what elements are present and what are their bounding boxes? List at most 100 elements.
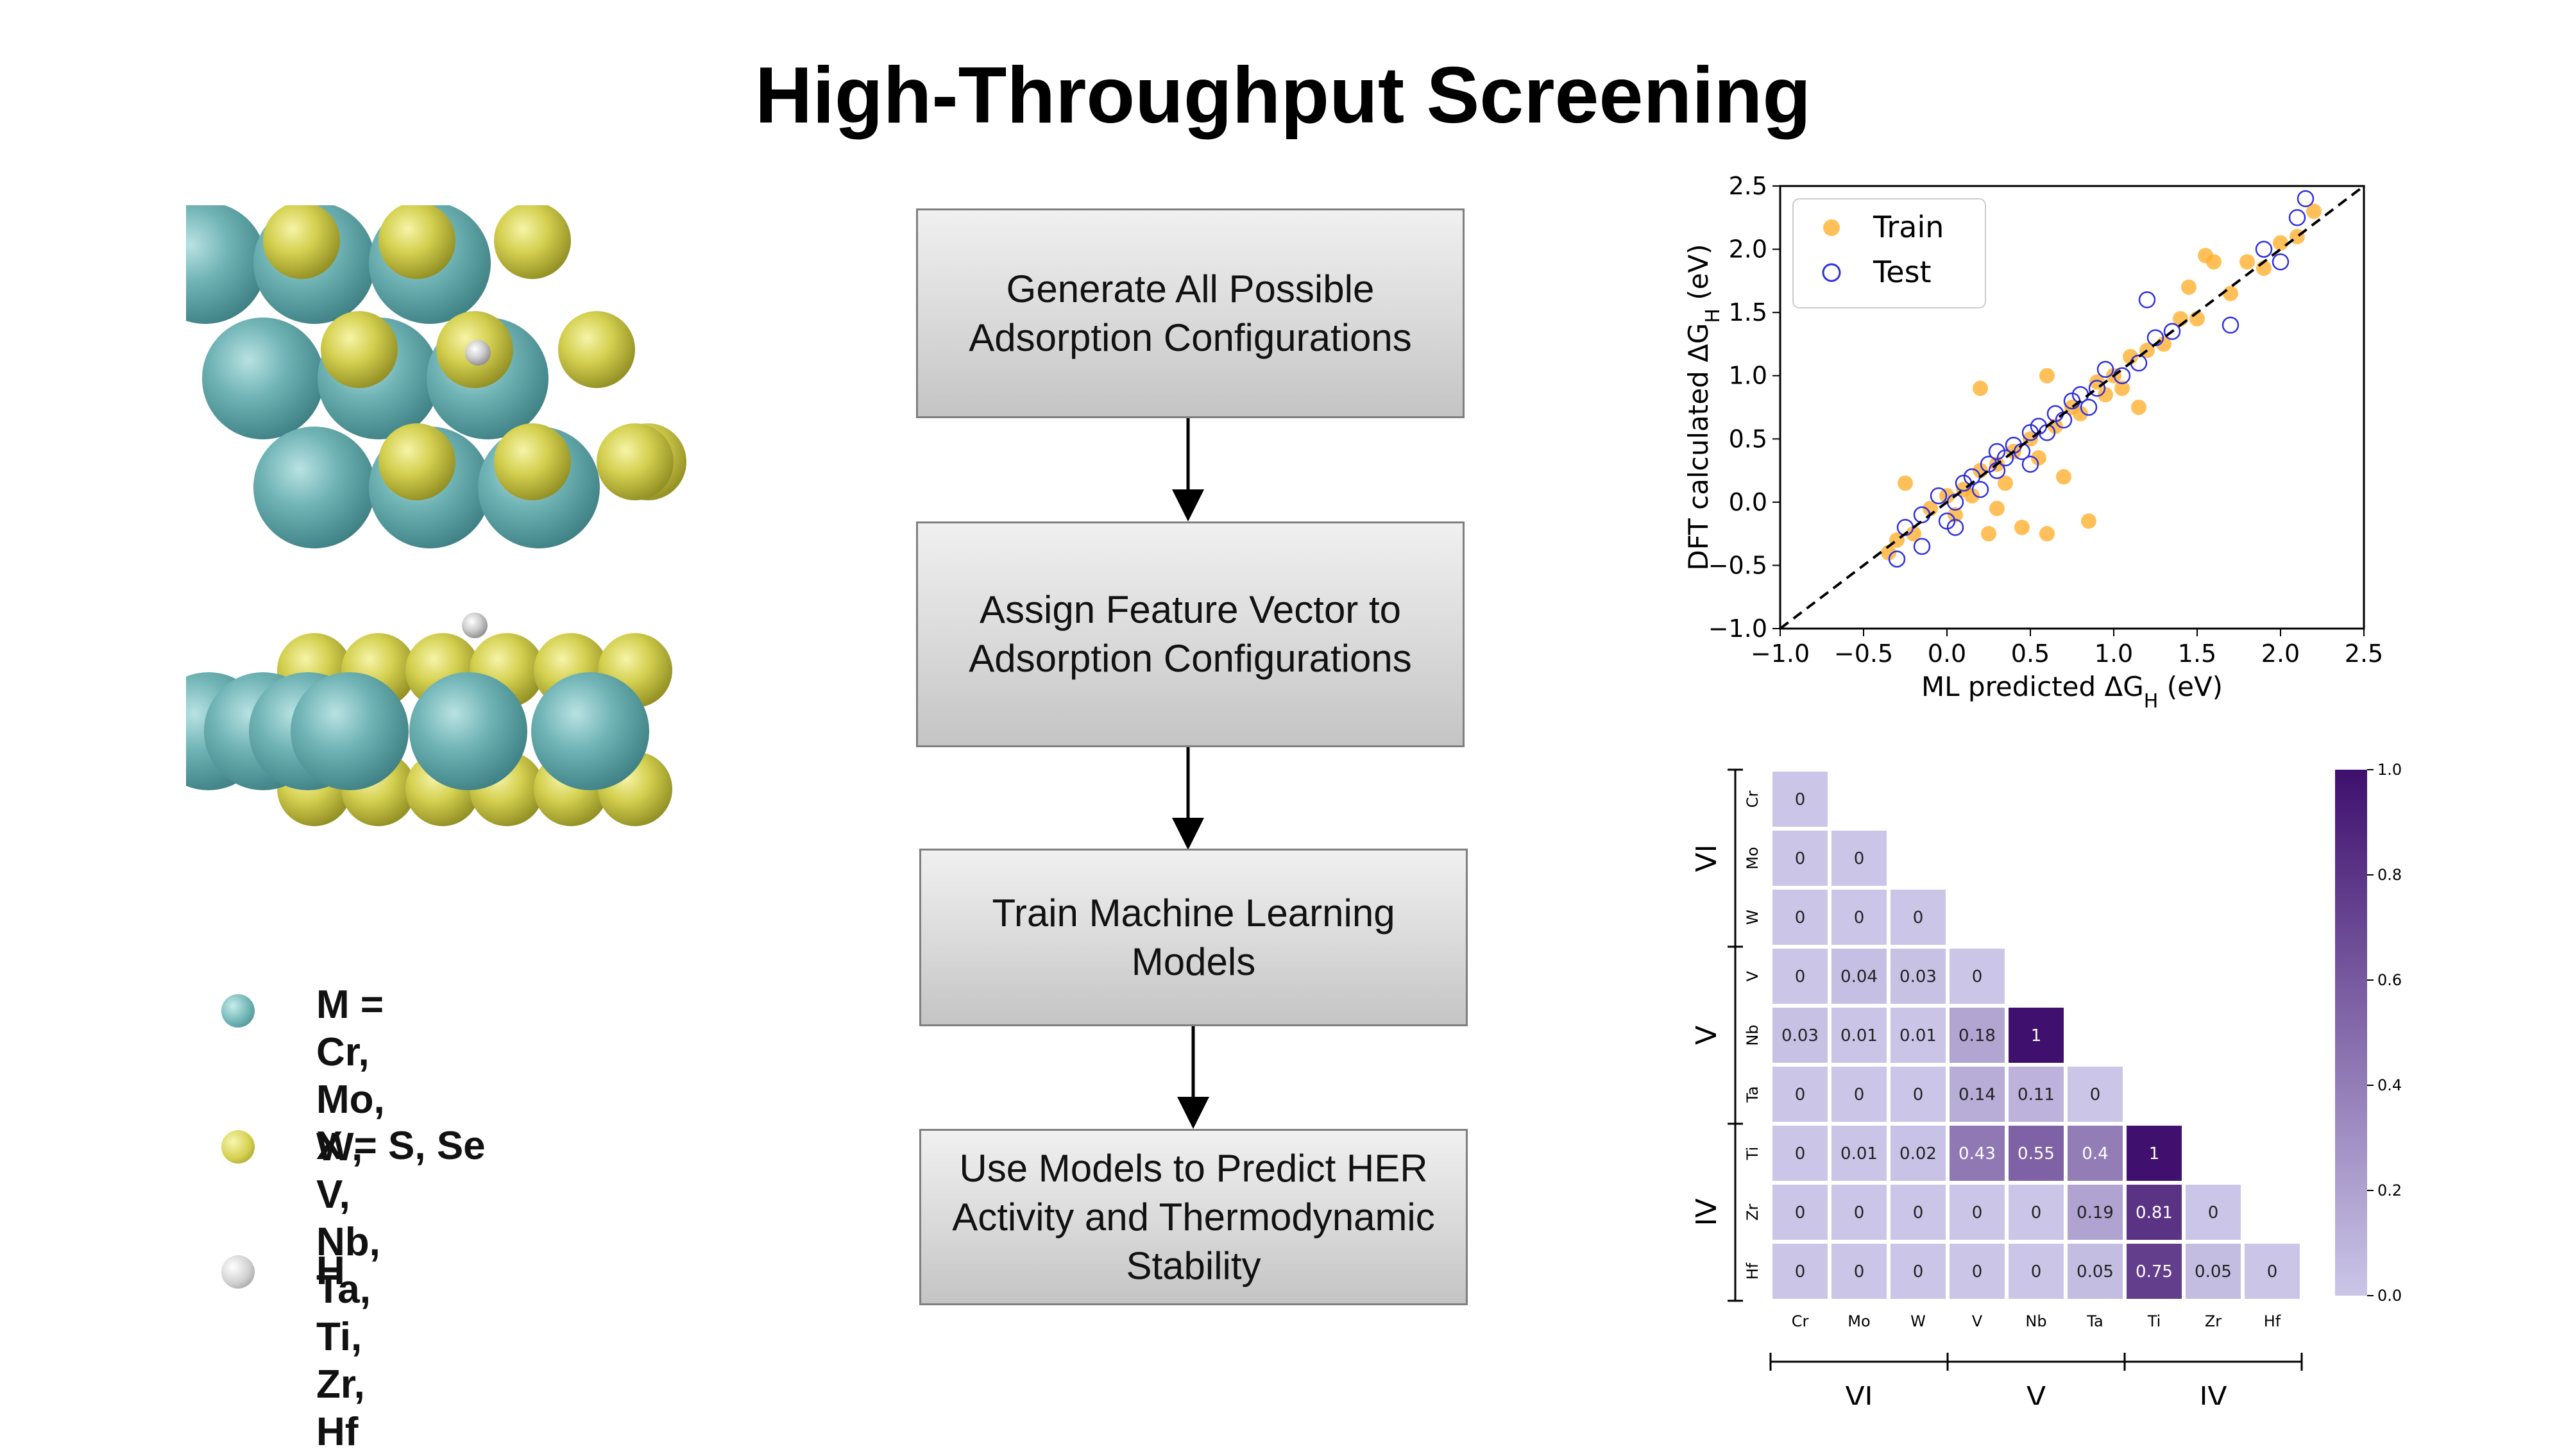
heatmap-value: 0.01 [1899, 1026, 1937, 1045]
heatmap-cell [1831, 1244, 1887, 1299]
heatmap-value: 0 [1972, 967, 1983, 986]
x-tick-label: 2.5 [2345, 639, 2383, 668]
x-tick-label: 0.0 [1928, 639, 1966, 668]
heatmap-cell [1831, 890, 1887, 945]
y-tick-label: −1.0 [1708, 614, 1767, 643]
heatmap-cell [1891, 1126, 1946, 1181]
crystal-structure-illustration [186, 205, 686, 826]
train-point [2039, 368, 2055, 384]
heatmap-cell [2068, 1244, 2123, 1299]
heatmap-cell [1772, 1244, 1828, 1299]
heatmap-value: 0 [1795, 967, 1806, 986]
heatmap-x-label: Ta [2086, 1312, 2103, 1330]
legend-chalcogen-label: X = S, Se [316, 1124, 486, 1168]
heatmap-x-label: Nb [2025, 1312, 2046, 1330]
chalcogen-atom [494, 205, 571, 279]
train-point [2073, 405, 2088, 421]
heatmap-x-label: Cr [1792, 1312, 1809, 1330]
heatmap-y-label: Cr [1744, 791, 1762, 808]
metal-atom [409, 672, 527, 790]
heatmap-cell [1950, 1244, 2005, 1299]
y-tick-label: 1.0 [1729, 362, 1767, 390]
hydrogen-atom [465, 340, 491, 366]
test-point [1971, 480, 1989, 498]
heatmap-y-label: V [1744, 970, 1762, 981]
test-point [1930, 487, 1948, 505]
train-point [1964, 488, 1980, 504]
heatmap-value: 0 [1972, 1262, 1983, 1282]
heatmap-value: 0 [1795, 1085, 1806, 1105]
group-label-x: IV [2199, 1381, 2227, 1405]
heatmap-value: 0.03 [1899, 967, 1937, 986]
heatmap-value: 0 [1913, 1085, 1924, 1105]
flow-step-assign-feature-vector: Assign Feature Vector to Adsorption Conf… [916, 521, 1465, 747]
heatmap-cell [1772, 1008, 1828, 1063]
train-point [1981, 526, 1996, 542]
heatmap-cell [1950, 1067, 2005, 1122]
heatmap-value: 0 [2031, 1262, 2042, 1282]
heatmap-cell [1831, 1067, 1887, 1122]
train-point [2273, 235, 2288, 251]
heatmap-cell [1772, 949, 1828, 1004]
heatmap-x-label: Hf [2264, 1312, 2281, 1330]
scatter-frame [1779, 185, 2365, 630]
heatmap-y-label: Mo [1744, 847, 1762, 869]
heatmap-value: 0.18 [1958, 1026, 1996, 1045]
train-point [1948, 507, 1963, 523]
legend-test-marker [1822, 263, 1841, 282]
test-point [2288, 209, 2306, 226]
y-tick-label: −0.5 [1708, 551, 1767, 579]
heatmap-cell [1831, 831, 1887, 886]
heatmap-cell [1950, 949, 2005, 1004]
chalcogen-atom [378, 205, 455, 279]
train-point [2123, 349, 2138, 365]
y-axis-label: DFT calculated ΔGH (eV) [1683, 244, 1724, 570]
legend-train-label: Train [1873, 210, 1944, 244]
heatmap-value: 0.43 [1958, 1144, 1996, 1164]
heatmap-cell [2009, 1244, 2064, 1299]
heatmap-cell [1772, 831, 1828, 886]
heatmap-cell [1772, 1067, 1828, 1122]
heatmap-value: 0.75 [2136, 1262, 2173, 1282]
legend-test-label: Test [1873, 255, 1932, 289]
test-point [2080, 398, 2098, 416]
heatmap-cell [2068, 1126, 2123, 1181]
heatmap-cell [2009, 1126, 2064, 1181]
train-point [1881, 545, 1896, 561]
colorbar-tick-label: 0.0 [2377, 1287, 2402, 1305]
heatmap-cell [1831, 1185, 1887, 1240]
legend-box [1792, 198, 1986, 309]
x-axis-label: ML predicted ΔGH (eV) [1921, 671, 2223, 712]
heatmap-value: 0 [1913, 1203, 1924, 1223]
heatmap-cell [1772, 1185, 1828, 1240]
train-point [2223, 285, 2238, 301]
metal-atom-icon [221, 994, 255, 1028]
test-point [1988, 443, 2006, 461]
heatmap-value: 0.11 [2018, 1085, 2055, 1105]
test-point [2096, 360, 2114, 378]
heatmap-value: 0 [1795, 1262, 1806, 1282]
heatmap-y-label: Nb [1744, 1024, 1762, 1045]
heatmap-cell [1831, 1126, 1887, 1181]
group-label-x: V [2026, 1381, 2046, 1405]
hydrogen-atom-icon [221, 1255, 255, 1289]
heatmap-cell [2127, 1126, 2182, 1181]
metal-atom [202, 317, 324, 439]
heatmap-value: 0 [1854, 908, 1865, 927]
heatmap-cell [1950, 1126, 2005, 1181]
heatmap-value: 0.14 [1958, 1085, 1996, 1105]
heatmap-value: 1 [2031, 1026, 2042, 1045]
group-label-y: IV [1690, 1198, 1723, 1226]
test-point [1913, 538, 1931, 555]
train-point [2031, 450, 2046, 466]
colorbar-tick-label: 0.6 [2377, 971, 2402, 989]
heatmap-cell [1831, 1008, 1887, 1063]
test-point [2088, 380, 2106, 397]
heatmap-value: 0 [1795, 908, 1806, 927]
x-tick-label: −1.0 [1751, 639, 1810, 668]
x-tick-label: 0.5 [2011, 639, 2050, 668]
heatmap-value: 0 [2031, 1203, 2042, 1223]
heatmap-cell [1772, 772, 1828, 827]
train-point [2039, 526, 2055, 542]
page-title: High-Throughput Screening [754, 51, 1812, 140]
